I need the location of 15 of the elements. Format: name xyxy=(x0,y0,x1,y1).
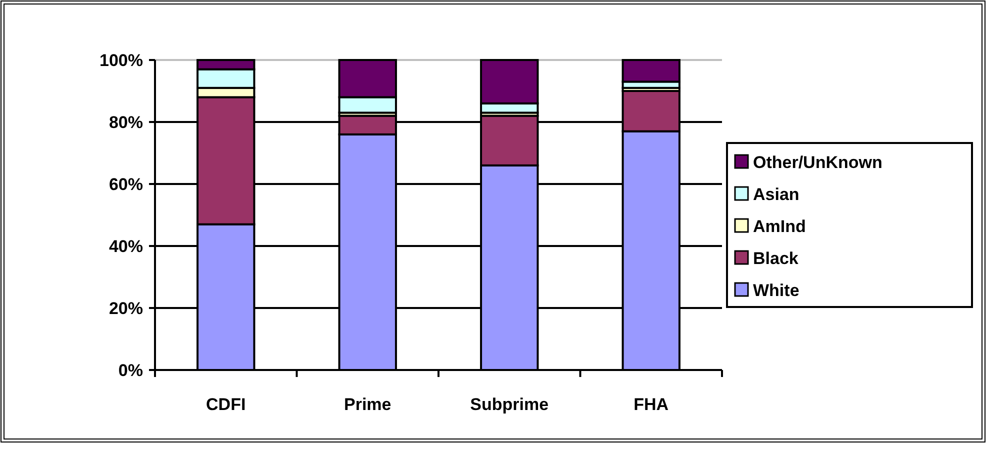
y-tick-label: 0% xyxy=(118,360,143,380)
y-tick-label: 60% xyxy=(108,174,143,194)
legend-label: AmInd xyxy=(753,216,806,236)
legend-label: Black xyxy=(753,248,799,268)
x-tick-label: Prime xyxy=(344,395,392,414)
x-tick-label: Subprime xyxy=(470,395,549,414)
y-tick-label: 40% xyxy=(108,236,143,256)
x-tick-label: CDFI xyxy=(206,395,246,414)
y-tick-label: 80% xyxy=(108,112,143,132)
y-tick-label: 100% xyxy=(100,50,143,70)
y-tick-label: 20% xyxy=(108,298,143,318)
legend-label: White xyxy=(753,280,800,300)
legend-label: Other/UnKnown xyxy=(753,152,882,172)
x-tick-label: FHA xyxy=(634,395,669,414)
legend-label: Asian xyxy=(753,184,800,204)
